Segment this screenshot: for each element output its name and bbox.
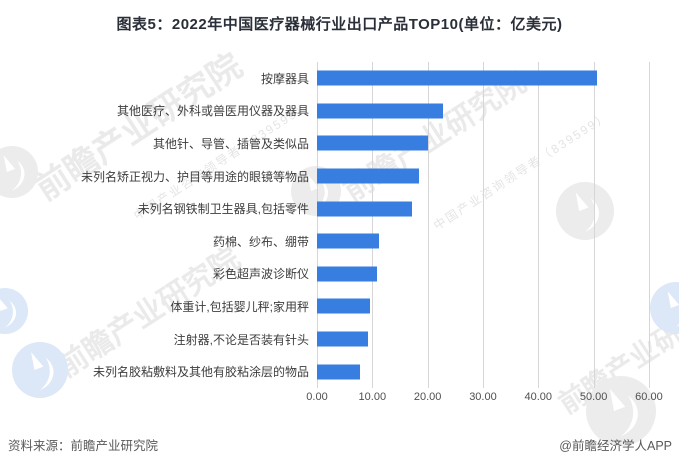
bar-track (317, 127, 660, 160)
bar-row: 未列名钢铁制卫生器具,包括零件 (8, 192, 660, 225)
category-label: 未列名钢铁制卫生器具,包括零件 (137, 202, 309, 217)
category-label: 按摩器具 (260, 71, 309, 86)
bar (317, 298, 370, 314)
bar-track (317, 323, 660, 356)
x-tick-label: 40.00 (524, 391, 553, 403)
category-label: 药棉、纱布、绷带 (212, 234, 309, 249)
bar (317, 103, 443, 119)
category-label: 注射器,不论是否装有针头 (173, 332, 309, 347)
category-label: 其他针、导管、插管及类似品 (152, 136, 309, 151)
x-tick-label: 30.00 (469, 391, 497, 403)
credit-note: @前瞻经济学人APP (559, 439, 672, 453)
bar (317, 266, 378, 282)
gridline (482, 62, 484, 388)
bar-track (317, 95, 660, 128)
bar-row: 其他针、导管、插管及类似品 (8, 127, 660, 160)
bar-track (317, 192, 660, 225)
bar-track (317, 160, 660, 193)
bar-row: 药棉、纱布、绷带 (8, 225, 660, 258)
gridline (372, 62, 374, 388)
category-label: 彩色超声波诊断仪 (212, 267, 309, 282)
bar (317, 168, 419, 184)
x-tick-label: 0.00 (306, 391, 328, 403)
category-label: 体重计,包括婴儿秤;家用秤 (170, 299, 309, 314)
gridline (317, 62, 318, 388)
bar-row: 注射器,不论是否装有针头 (8, 323, 660, 356)
bar-rows: 按摩器具其他医疗、外科或兽医用仪器及器具其他针、导管、插管及类似品未列名矫正视力… (8, 62, 660, 388)
bar-row: 未列名矫正视力、护目等用途的眼镜等物品 (8, 160, 660, 193)
bar-track (317, 225, 660, 258)
source-note: 资料来源：前瞻产业研究院 (8, 439, 159, 453)
bar-row: 未列名胶粘敷料及其他有胶粘涂层的物品 (8, 355, 660, 388)
x-tick-label: 50.00 (579, 391, 608, 403)
bar-row: 体重计,包括婴儿秤;家用秤 (8, 290, 660, 323)
bar-track (317, 290, 660, 323)
chart-title: 图表5：2022年中国医疗器械行业出口产品TOP10(单位：亿美元) (116, 16, 563, 33)
category-label: 其他医疗、外科或兽医用仪器及器具 (116, 104, 309, 119)
category-label: 未列名胶粘敷料及其他有胶粘涂层的物品 (92, 365, 309, 380)
x-axis: 0.00 10.00 20.00 30.00 40.00 50.00 60.00 (306, 391, 663, 405)
bar (317, 201, 413, 217)
bar (317, 70, 597, 86)
gridline (648, 62, 650, 388)
gridline (538, 62, 540, 388)
bar-row: 按摩器具 (8, 62, 660, 95)
gridline (427, 62, 429, 388)
bar (317, 233, 379, 249)
x-tick-label: 10.00 (358, 391, 387, 403)
x-tick-label: 60.00 (635, 391, 663, 403)
x-tick-label: 20.00 (413, 391, 442, 403)
category-label: 未列名矫正视力、护目等用途的眼镜等物品 (80, 169, 309, 184)
bar (317, 135, 428, 151)
bar-track (317, 355, 660, 388)
bar-track (317, 258, 660, 291)
bar-row: 彩色超声波诊断仪 (8, 258, 660, 291)
bar (317, 331, 369, 347)
bar (317, 364, 361, 380)
bar-row: 其他医疗、外科或兽医用仪器及器具 (8, 95, 660, 128)
bar-track (317, 62, 660, 95)
